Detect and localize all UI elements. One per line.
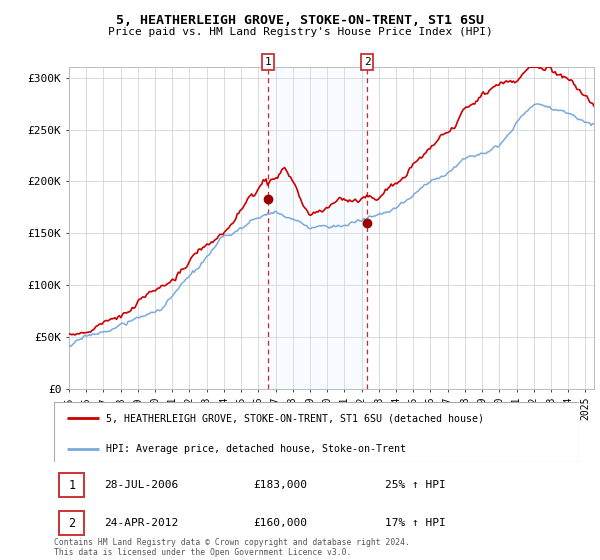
Text: 2: 2 — [364, 57, 371, 67]
Text: 28-JUL-2006: 28-JUL-2006 — [104, 480, 178, 490]
Bar — [59, 511, 85, 535]
Bar — [268, 67, 367, 389]
Text: 25% ↑ HPI: 25% ↑ HPI — [385, 480, 445, 490]
Text: 2: 2 — [68, 517, 76, 530]
Text: 1: 1 — [68, 479, 76, 492]
Text: £160,000: £160,000 — [254, 518, 308, 528]
Text: 24-APR-2012: 24-APR-2012 — [104, 518, 178, 528]
Text: Price paid vs. HM Land Registry's House Price Index (HPI): Price paid vs. HM Land Registry's House … — [107, 27, 493, 37]
Text: £183,000: £183,000 — [254, 480, 308, 490]
Text: 5, HEATHERLEIGH GROVE, STOKE-ON-TRENT, ST1 6SU (detached house): 5, HEATHERLEIGH GROVE, STOKE-ON-TRENT, S… — [107, 413, 485, 423]
Text: 17% ↑ HPI: 17% ↑ HPI — [385, 518, 445, 528]
Text: 5, HEATHERLEIGH GROVE, STOKE-ON-TRENT, ST1 6SU: 5, HEATHERLEIGH GROVE, STOKE-ON-TRENT, S… — [116, 14, 484, 27]
Text: Contains HM Land Registry data © Crown copyright and database right 2024.
This d: Contains HM Land Registry data © Crown c… — [54, 538, 410, 557]
Text: HPI: Average price, detached house, Stoke-on-Trent: HPI: Average price, detached house, Stok… — [107, 444, 407, 454]
Text: 1: 1 — [265, 57, 272, 67]
Bar — [59, 473, 85, 497]
